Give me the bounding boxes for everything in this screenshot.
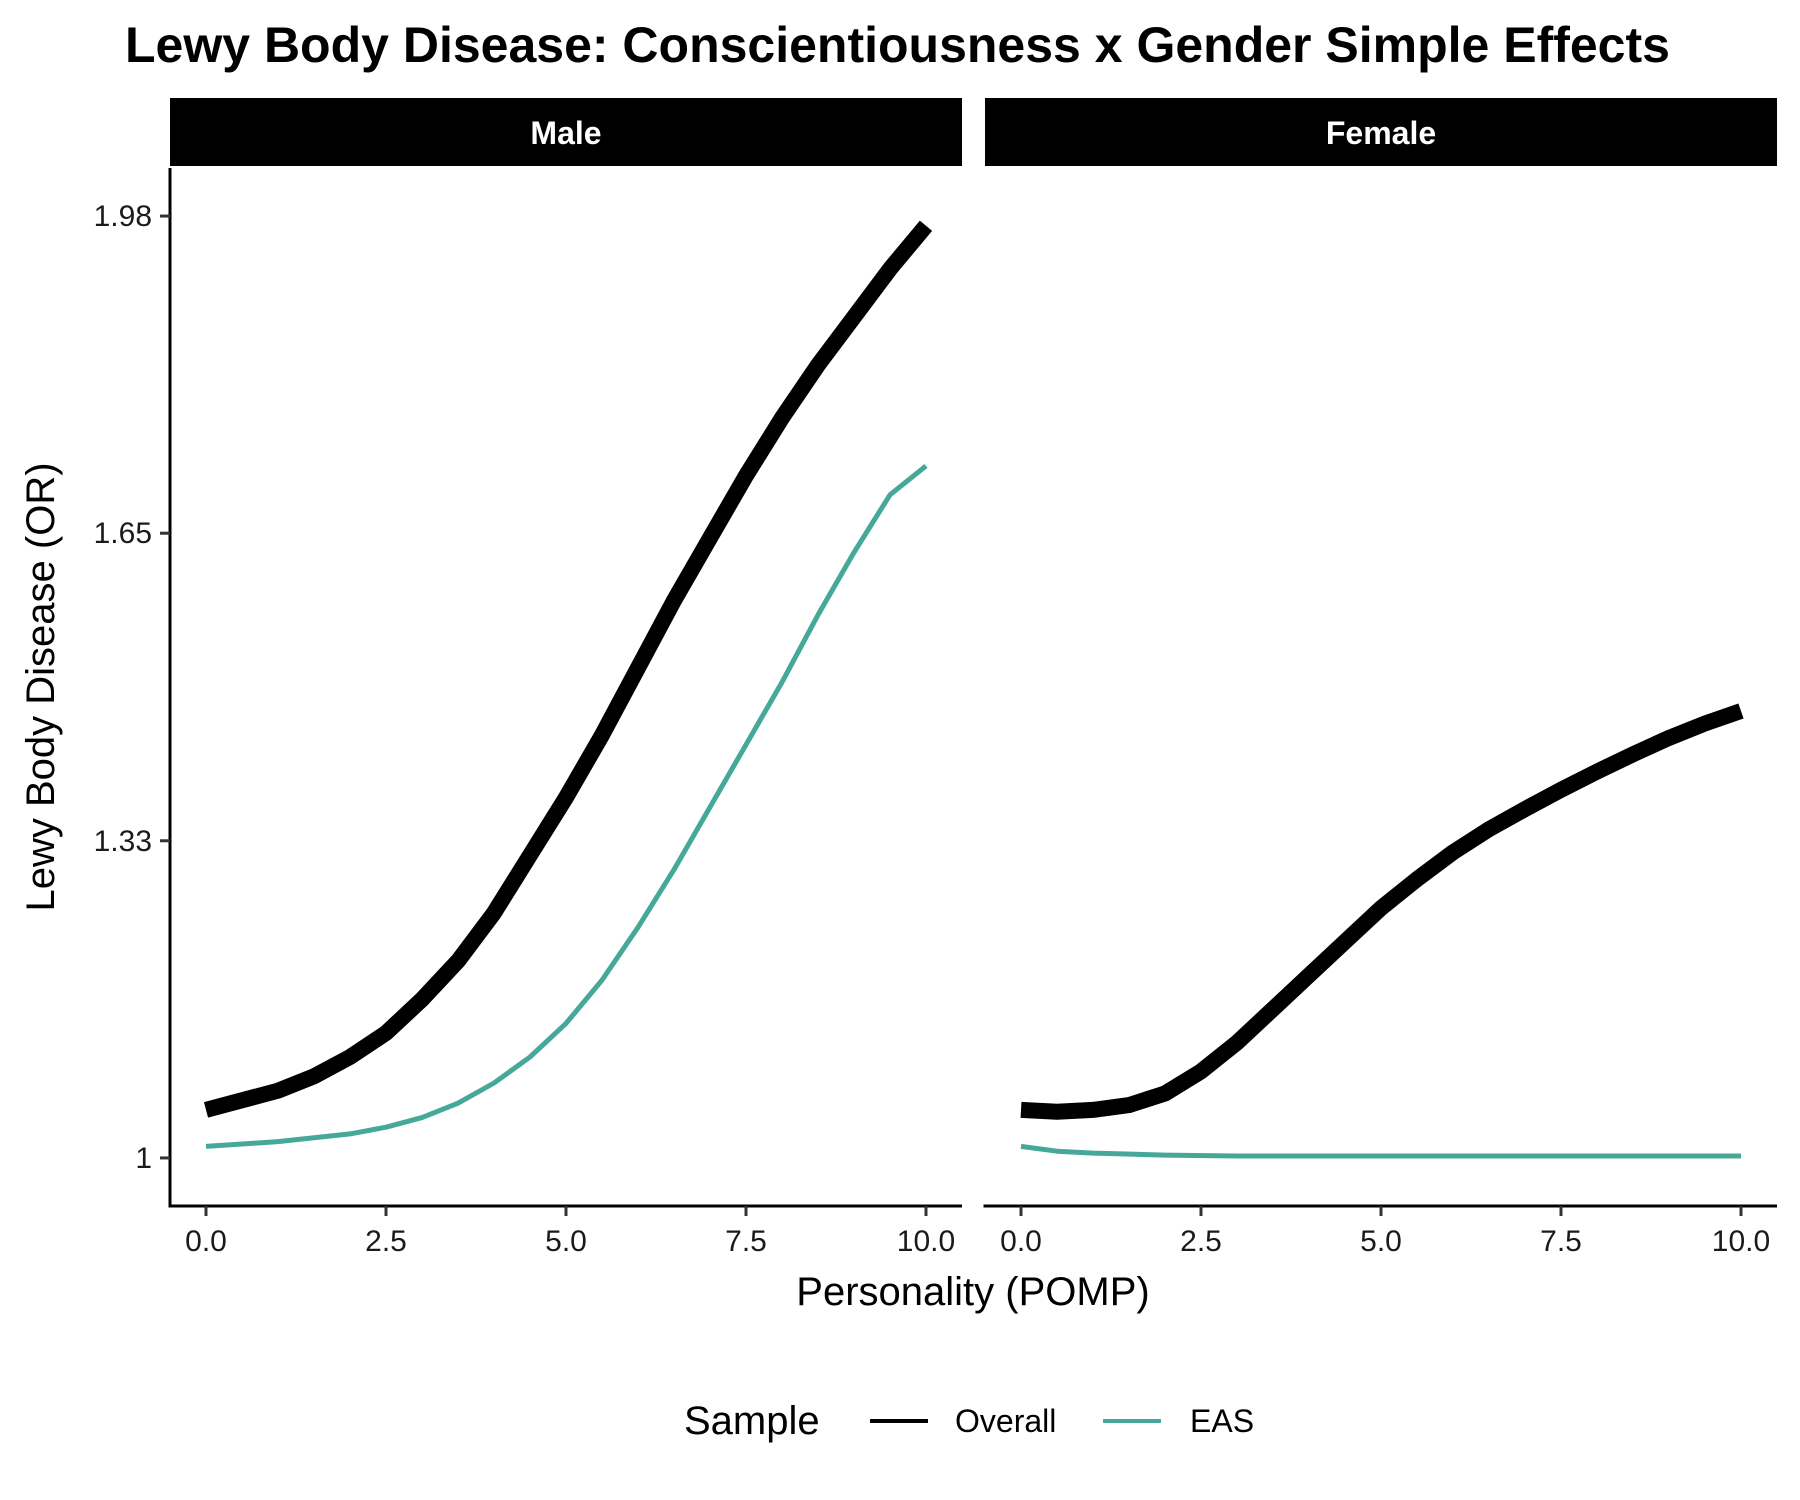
x-tick-label: 5.0 xyxy=(1360,1225,1402,1258)
y-axis-title: Lewy Body Disease (OR) xyxy=(19,462,63,911)
x-tick-label: 7.5 xyxy=(725,1225,767,1258)
y-tick-label: 1 xyxy=(135,1142,152,1175)
strip-label-male: Male xyxy=(530,115,601,151)
series-line-overall-female xyxy=(1020,703,1744,1120)
lines-female xyxy=(1020,703,1744,1159)
lines-male xyxy=(203,220,933,1149)
y-tick-label: 1.98 xyxy=(94,200,152,233)
panel-female: Female 0.0 2.5 5.0 7.5 10.0 xyxy=(983,98,1777,1258)
legend-title: Sample xyxy=(684,1399,820,1443)
x-tick-label: 2.5 xyxy=(365,1225,407,1258)
x-tick-label: 2.5 xyxy=(1180,1225,1222,1258)
x-tick-label: 10.0 xyxy=(1712,1225,1770,1258)
y-tick-label: 1.33 xyxy=(94,825,152,858)
x-tick-label: 5.0 xyxy=(545,1225,587,1258)
x-axis-title: Personality (POMP) xyxy=(796,1270,1149,1314)
chart-title: Lewy Body Disease: Conscientiousness x G… xyxy=(125,17,1670,73)
x-ticks-female: 0.0 2.5 5.0 7.5 10.0 xyxy=(1000,1206,1770,1258)
legend-label-overall: Overall xyxy=(955,1403,1056,1439)
panel-male: Male 0.0 2.5 5.0 7.5 10.0 xyxy=(168,98,962,1258)
series-line-eas-female xyxy=(1020,1143,1741,1159)
x-tick-label: 0.0 xyxy=(1000,1225,1042,1258)
series-line-eas-male xyxy=(205,463,928,1149)
x-tick-label: 7.5 xyxy=(1540,1225,1582,1258)
x-tick-label: 10.0 xyxy=(897,1225,955,1258)
x-tick-label: 0.0 xyxy=(185,1225,227,1258)
strip-label-female: Female xyxy=(1326,115,1436,151)
strip-male xyxy=(170,98,962,166)
y-ticks: 1 1.33 1.65 1.98 xyxy=(94,200,170,1175)
legend-label-eas: EAS xyxy=(1190,1403,1254,1439)
strip-female xyxy=(985,98,1777,166)
y-tick-label: 1.65 xyxy=(94,517,152,550)
legend: Sample Overall EAS xyxy=(684,1399,1254,1443)
x-ticks-male: 0.0 2.5 5.0 7.5 10.0 xyxy=(185,1206,955,1258)
series-line-overall-male xyxy=(203,220,933,1118)
